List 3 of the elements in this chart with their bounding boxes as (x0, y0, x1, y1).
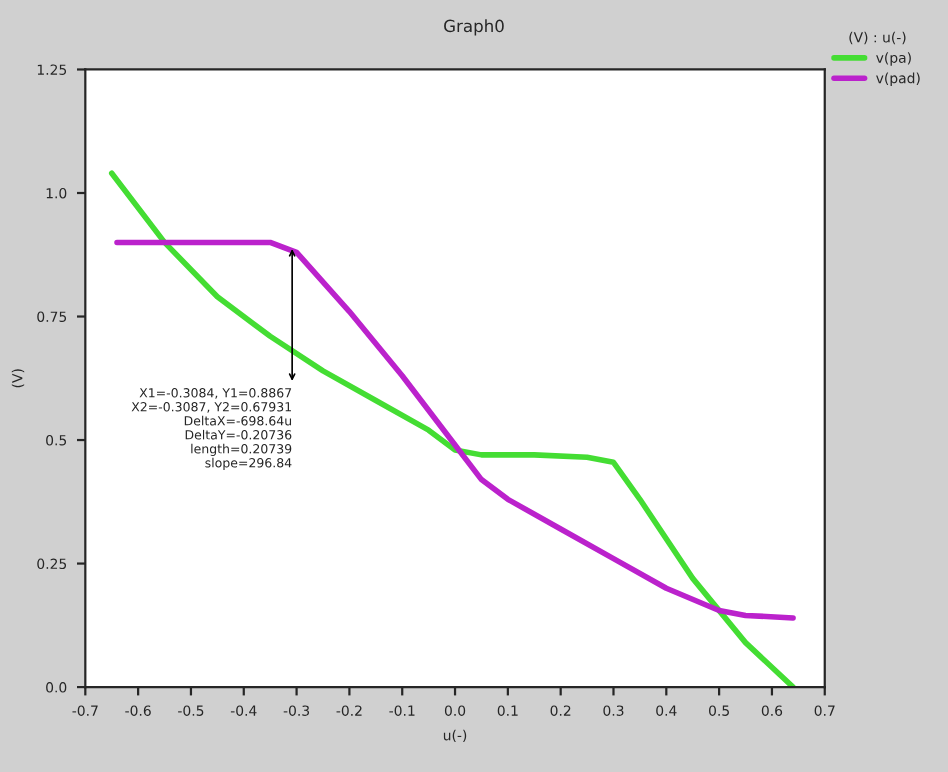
chart-title: Graph0 (444, 19, 504, 36)
line-series (108, 170, 796, 688)
line-series (114, 239, 796, 621)
